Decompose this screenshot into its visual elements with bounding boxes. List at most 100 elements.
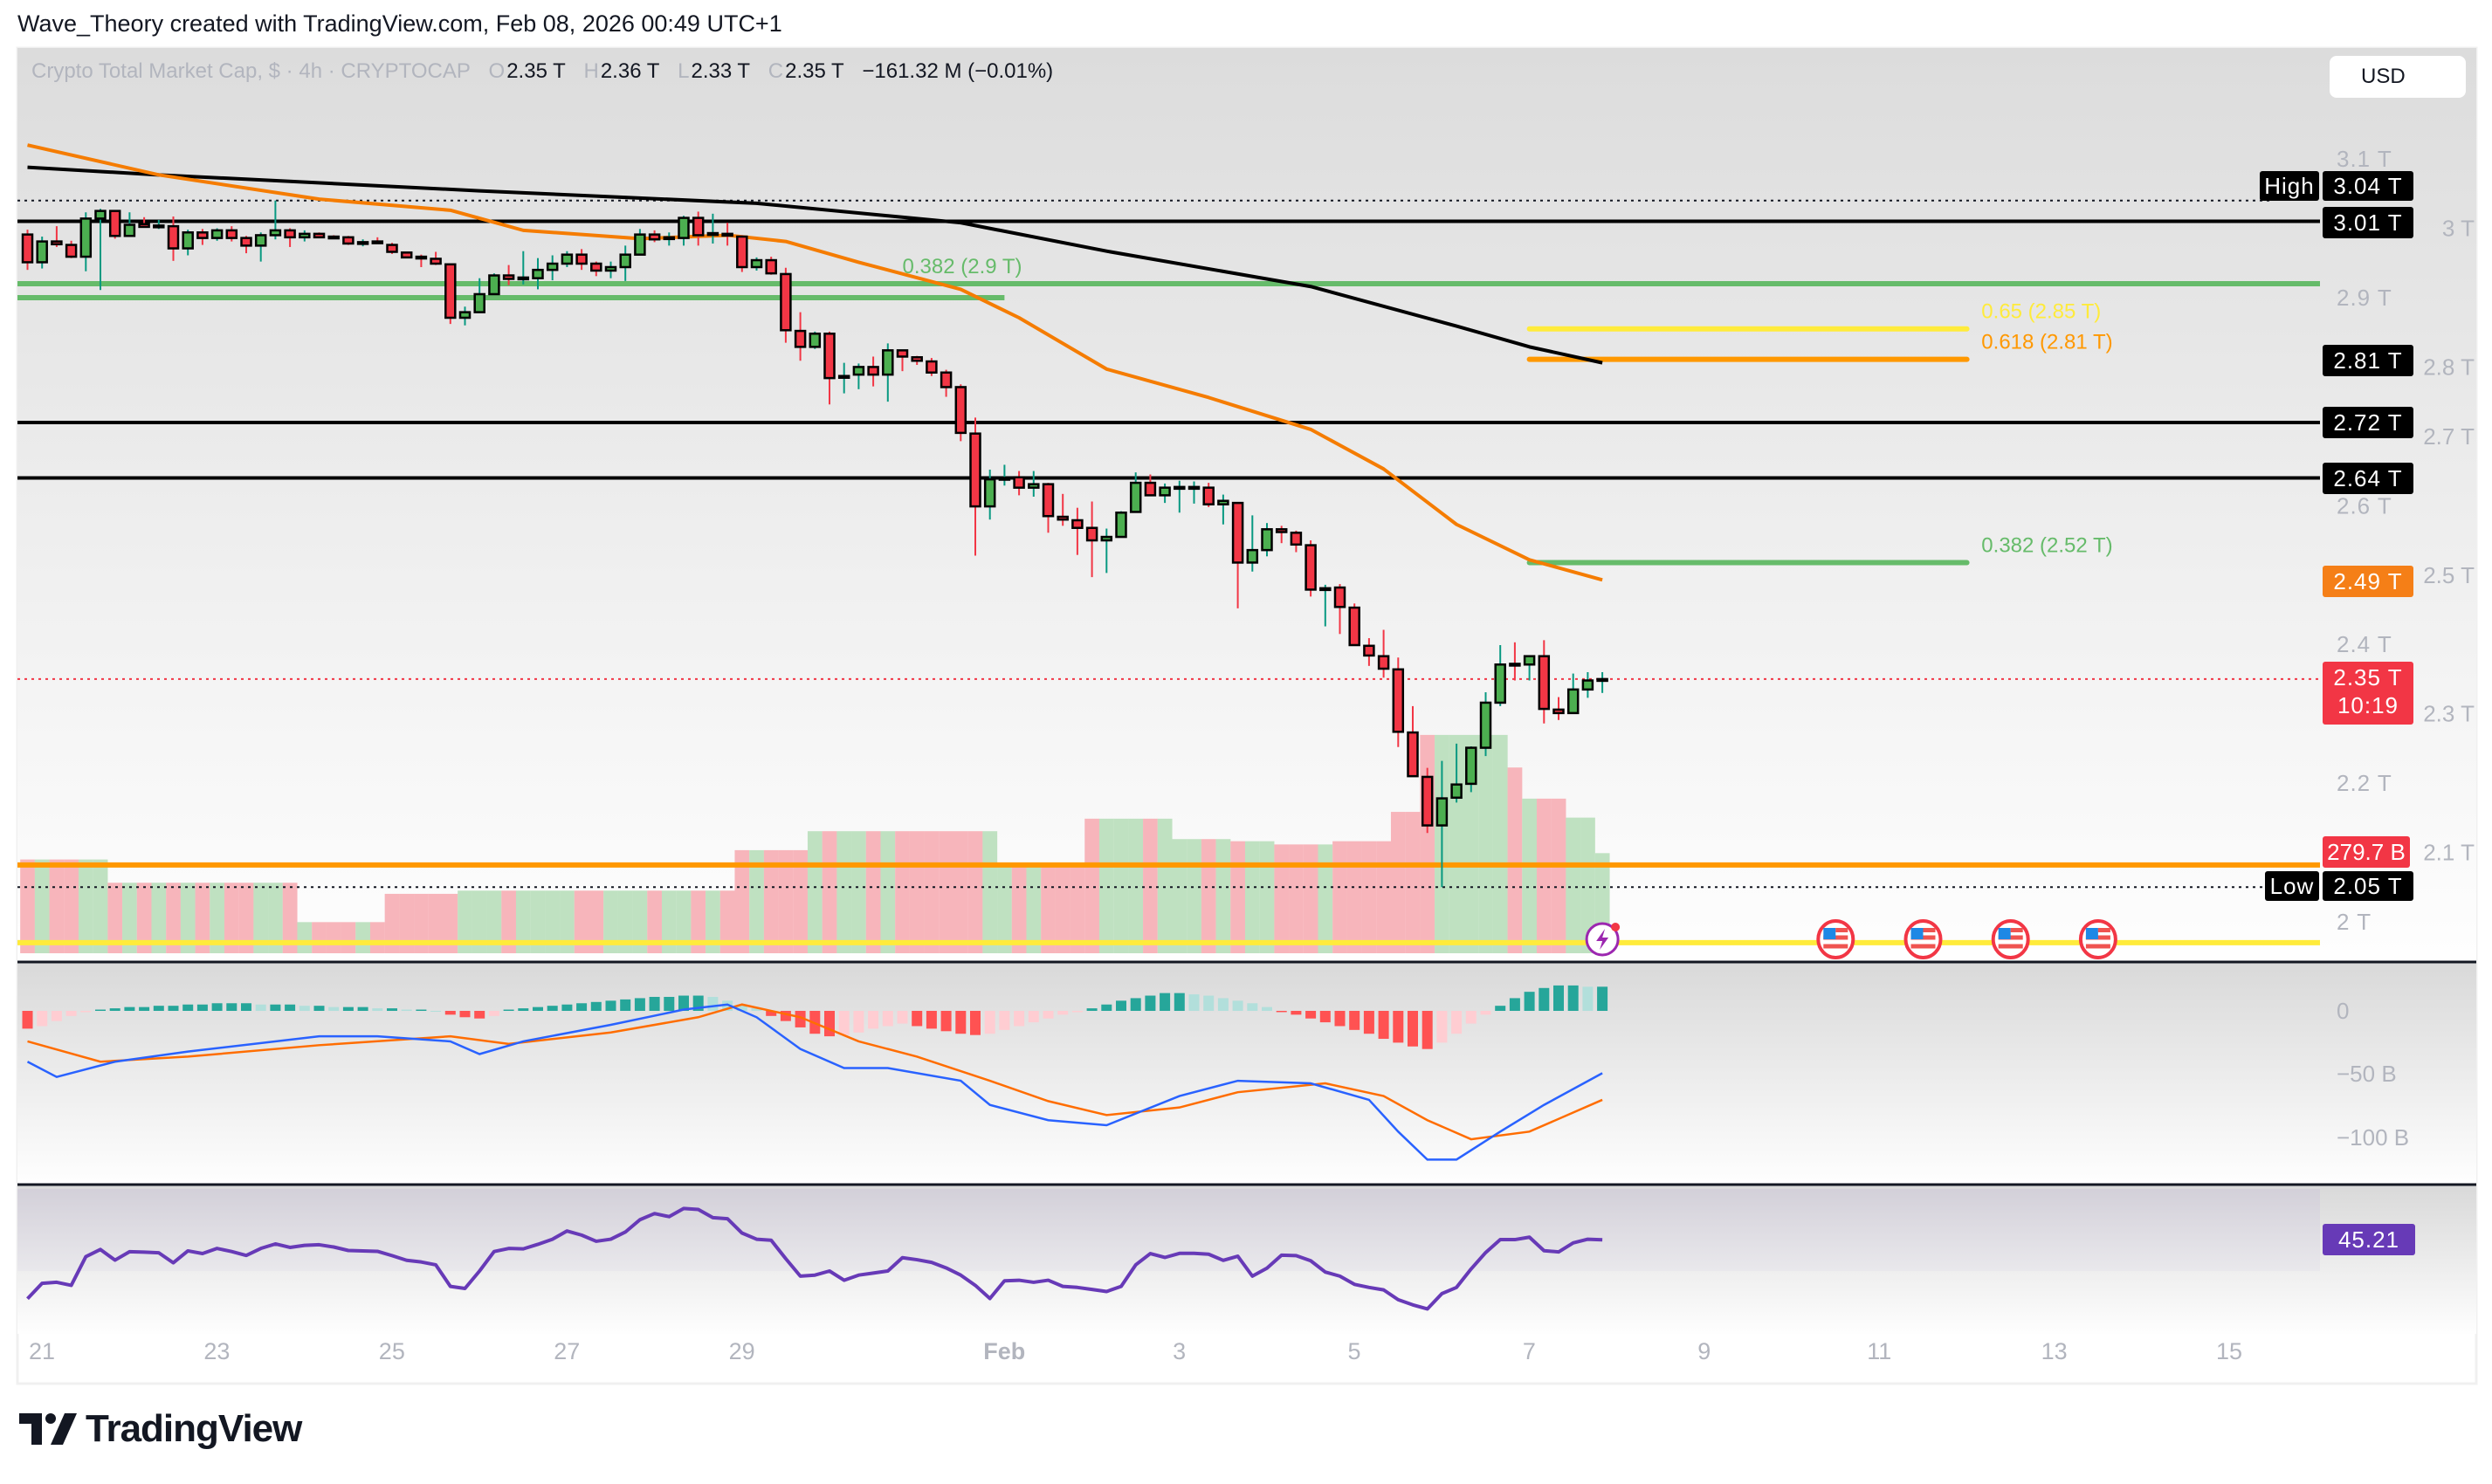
macd-histogram-bar xyxy=(444,1011,456,1015)
candle-body xyxy=(51,240,63,246)
symbol-title[interactable]: Crypto Total Market Cap, $ · 4h · CRYPTO… xyxy=(31,59,471,83)
volume-bar xyxy=(268,883,283,953)
flag-canton xyxy=(2085,928,2098,939)
macd-histogram-bar xyxy=(182,1004,194,1011)
us-flag-icon[interactable] xyxy=(1903,919,1943,959)
level-badge-2-72: 2.72 T xyxy=(2323,407,2413,438)
volume-bar xyxy=(136,883,152,953)
candle-body xyxy=(1187,485,1201,491)
macd-histogram-bar xyxy=(912,1011,923,1027)
macd-histogram-bar xyxy=(1086,1008,1098,1011)
candle xyxy=(706,213,719,244)
macd-histogram-bar xyxy=(1378,1011,1389,1040)
candle xyxy=(1100,528,1113,574)
candle-body xyxy=(430,258,442,265)
macd-histogram-bar xyxy=(1291,1011,1302,1015)
candle xyxy=(1552,697,1565,720)
rsi-value-badge: 45.21 xyxy=(2323,1224,2415,1255)
volume-bar xyxy=(676,890,692,953)
currency-button[interactable]: USD xyxy=(2330,56,2466,98)
macd-histogram-bar xyxy=(518,1008,529,1011)
macd-histogram-bar xyxy=(576,1003,588,1011)
price-tick-label: 2.3 T xyxy=(2423,701,2475,727)
candle xyxy=(648,230,661,243)
candle-body xyxy=(210,229,224,239)
volume-bar xyxy=(151,883,167,953)
lightning-icon[interactable] xyxy=(1585,922,1621,957)
candle xyxy=(794,312,807,361)
candle-body xyxy=(488,274,500,296)
candle-body xyxy=(327,235,340,240)
candle xyxy=(210,228,224,241)
volume-bar xyxy=(647,890,663,953)
volume-bar xyxy=(1390,812,1406,953)
time-axis[interactable]: 21 23 25 27 29 Feb 3 5 7 9 11 13 15 xyxy=(29,1338,2242,1364)
macd-histogram-bar xyxy=(1451,1011,1463,1034)
candle xyxy=(1202,483,1215,507)
candle xyxy=(1174,480,1186,513)
candle xyxy=(94,209,107,291)
macd-histogram-bar xyxy=(430,1011,442,1012)
volume-bar xyxy=(1230,841,1246,953)
candle xyxy=(575,249,588,271)
volume-bar xyxy=(384,893,400,953)
candle-body xyxy=(823,333,836,380)
volume-bar xyxy=(472,890,487,953)
macd-pane[interactable] xyxy=(17,963,2476,1183)
macd-histogram-bar xyxy=(1101,1004,1112,1011)
candle xyxy=(182,230,194,256)
price-tick-label: 3.1 T xyxy=(2337,146,2392,172)
candle-body xyxy=(1479,701,1492,749)
price-axis[interactable]: 3.1 T 3 T 2.9 T 2.8 T 2.7 T 2.6 T 2.5 T 2.4 T 2.… xyxy=(2337,146,2475,935)
us-flag-icon[interactable] xyxy=(2078,919,2117,959)
candle xyxy=(153,219,165,230)
candle xyxy=(254,232,267,262)
macd-histogram-bar xyxy=(1043,1011,1054,1019)
volume-bar xyxy=(589,890,604,953)
macd-histogram-bar xyxy=(401,1009,412,1011)
macd-histogram-bar xyxy=(1509,998,1520,1011)
event-markers[interactable] xyxy=(1585,919,2117,959)
flag-stripe xyxy=(1923,928,1936,932)
us-flag-icon[interactable] xyxy=(1991,919,2030,959)
candle-body xyxy=(983,477,996,508)
volume-bar xyxy=(210,883,225,953)
macd-histogram-bar xyxy=(547,1006,558,1011)
macd-histogram-bar xyxy=(795,1011,806,1027)
candle xyxy=(1596,671,1608,693)
volume-bar xyxy=(545,890,561,953)
macd-histogram-bar xyxy=(226,1003,237,1011)
candle xyxy=(1246,515,1259,572)
candle-body xyxy=(400,251,413,259)
volume-bar xyxy=(1405,812,1421,953)
macd-histogram-bar xyxy=(533,1007,543,1011)
price-tick-label: 2.9 T xyxy=(2337,285,2392,311)
macd-histogram-bar xyxy=(196,1004,208,1011)
macd-histogram-bar xyxy=(313,1006,325,1011)
candle xyxy=(1305,540,1317,597)
us-flag-icon[interactable] xyxy=(1816,919,1855,959)
candle-body xyxy=(882,349,894,376)
candle xyxy=(1523,655,1536,681)
fib-labels: 0.382 (2.9 T) 0.65 (2.85 T) 0.618 (2.81 T)… xyxy=(903,255,2113,557)
volume-bar xyxy=(661,890,677,953)
candle-body xyxy=(1566,688,1580,715)
macd-histogram-bar xyxy=(736,1004,747,1011)
volume-bar xyxy=(953,831,968,953)
candle xyxy=(1129,472,1142,513)
volume-bar xyxy=(224,883,239,953)
macd-histogram-bar xyxy=(488,1011,499,1016)
volume-bar xyxy=(1070,867,1085,953)
volume-bar xyxy=(1011,867,1027,953)
low-label: L xyxy=(678,59,690,83)
candle-body xyxy=(678,216,690,239)
candle xyxy=(837,362,850,394)
volume-bar xyxy=(1098,818,1114,953)
candle-body xyxy=(1377,655,1390,670)
volume-bar xyxy=(238,883,254,953)
macd-tick: −100 B xyxy=(2337,1124,2409,1151)
candle-body xyxy=(998,477,1011,481)
tradingview-logo[interactable]: TradingView xyxy=(19,1407,302,1451)
volume-bar xyxy=(122,883,137,953)
